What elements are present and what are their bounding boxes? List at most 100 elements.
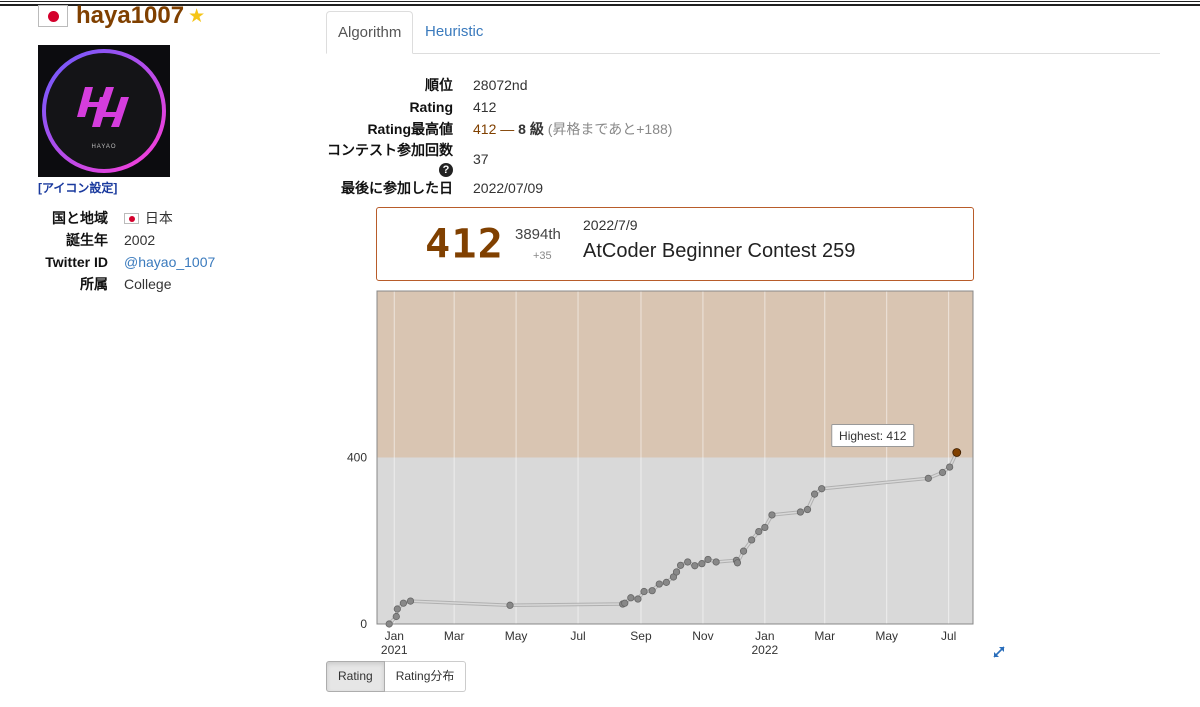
- rating-point: [506, 601, 514, 609]
- stat-count: 37: [473, 150, 489, 167]
- rating-point: [704, 555, 712, 564]
- avatar: HAYAO: [38, 45, 170, 177]
- chart-x-tick-label: Jan: [385, 629, 404, 643]
- info-label: 所属: [80, 276, 108, 292]
- rating-point: [392, 612, 400, 621]
- chart-x-tick-label: Sep: [630, 629, 652, 643]
- stat-rating: 412: [473, 99, 497, 115]
- japan-flag-icon: [38, 5, 68, 27]
- rating-point: [648, 587, 656, 595]
- rating-stats-table: 順位 28072nd Rating 412 Rating最高値 412 — 8 …: [326, 74, 672, 199]
- rating-point: [672, 568, 681, 576]
- info-row-twitter: Twitter ID @hayao_1007: [38, 251, 215, 273]
- rating-point: [627, 594, 635, 602]
- user-header: haya1007 ★: [38, 2, 205, 30]
- stat-rank: 28072nd: [473, 77, 528, 93]
- tooltip-text: Highest: 412: [839, 429, 907, 443]
- tab-heuristic[interactable]: Heuristic: [425, 23, 484, 40]
- chart-y-tick-label: 0: [360, 617, 367, 631]
- avatar-wordmark: HAYAO: [91, 144, 116, 150]
- stat-row-rank: 順位 28072nd: [326, 74, 672, 96]
- rating-point: [768, 511, 776, 519]
- rating-point: [748, 536, 756, 544]
- info-value-affiliation: College: [124, 276, 172, 292]
- rating-point: [803, 505, 812, 514]
- info-row-country: 国と地域 日本: [38, 207, 215, 229]
- chart-x-tick-label: Jul: [941, 629, 956, 643]
- rating-point: [924, 474, 932, 482]
- info-label: 誕生年: [66, 232, 108, 248]
- expand-icon[interactable]: [991, 644, 1007, 663]
- rating-chart[interactable]: Jan Mar May Jul Sep Nov Jan Mar May Jul 2021 2022 0 4…: [326, 285, 986, 660]
- chart-mode-buttons: Rating Rating分布: [326, 661, 467, 692]
- tab-algorithm[interactable]: Algorithm: [326, 11, 414, 54]
- info-label: 国と地域: [52, 210, 108, 226]
- rating-distribution-button[interactable]: Rating分布: [384, 661, 467, 692]
- chart-x-tick-label: May: [875, 629, 898, 643]
- question-circle-icon[interactable]: ?: [439, 163, 453, 177]
- stat-last-date: 2022/07/09: [473, 180, 544, 196]
- rating-point: [811, 490, 819, 498]
- stat-promotion: (昇格まであと+188): [547, 121, 673, 137]
- stat-label: Rating: [409, 99, 453, 115]
- stat-label: 順位: [425, 77, 453, 93]
- stat-row-rating: Rating 412: [326, 96, 672, 118]
- contest-date: 2022/7/9: [583, 217, 638, 233]
- info-row-affiliation: 所属 College: [38, 273, 215, 295]
- chart-year-label: 2022: [752, 643, 779, 657]
- rating-point: [733, 559, 742, 567]
- chart-x-tick-label: Mar: [814, 629, 835, 643]
- rating-point: [676, 561, 685, 569]
- rating-point: [739, 547, 748, 555]
- rating-point: [755, 527, 763, 536]
- rating-point: [684, 558, 692, 566]
- info-row-birth-year: 誕生年 2002: [38, 229, 215, 251]
- stat-highest-separator: —: [496, 121, 519, 137]
- tab-bar: Algorithm Heuristic: [326, 11, 1160, 54]
- twitter-link[interactable]: @hayao_1007: [124, 254, 216, 270]
- stat-row-last: 最後に参加した日 2022/07/09: [326, 177, 672, 199]
- rating-point: [698, 560, 706, 568]
- contest-info-box: 412 3894th +35 2022/7/9 AtCoder Beginner…: [376, 207, 974, 281]
- rating-point: [640, 587, 648, 596]
- japan-flag-icon: [124, 213, 139, 224]
- rating-point: [406, 597, 415, 605]
- username[interactable]: haya1007: [76, 2, 185, 29]
- rating-point: [691, 562, 699, 570]
- info-value-country: 日本: [144, 210, 173, 226]
- chart-year-label: 2021: [381, 643, 408, 657]
- chart-x-tick-label: Mar: [444, 629, 465, 643]
- stat-label: 最後に参加した日: [341, 180, 453, 196]
- rating-point: [655, 580, 663, 588]
- rating-point: [662, 578, 670, 586]
- chart-x-tick-label: May: [505, 629, 528, 643]
- chart-x-tick-label: Jul: [570, 629, 585, 643]
- tooltip-box: [831, 424, 915, 448]
- stat-row-highest: Rating最高値 412 — 8 級 (昇格まであと+188): [326, 118, 672, 140]
- contest-rank: 3894th: [515, 226, 561, 243]
- chart-x-tick-label: Jan: [755, 629, 774, 643]
- rating-point: [634, 595, 642, 603]
- top-border: [0, 0, 1200, 8]
- stat-label: コンテスト参加回数: [327, 142, 453, 158]
- chart-frame: [376, 290, 974, 625]
- chart-y-tick-label: 400: [347, 451, 367, 465]
- highest-tooltip: Highest: 412: [831, 424, 915, 448]
- stat-label: Rating最高値: [367, 121, 453, 137]
- rating-point: [946, 463, 954, 471]
- contest-name: AtCoder Beginner Contest 259: [583, 240, 856, 262]
- rating-button[interactable]: Rating: [326, 661, 385, 692]
- contest-rating: 412: [425, 220, 504, 267]
- rating-point: [393, 605, 401, 613]
- highest-point: [952, 448, 962, 457]
- rating-point: [796, 508, 804, 516]
- info-value-birth-year: 2002: [124, 232, 156, 248]
- stat-highest: 412: [473, 121, 497, 137]
- rating-point: [818, 485, 826, 493]
- rating-point: [761, 523, 769, 532]
- rating-point: [399, 599, 407, 607]
- rating-point: [938, 468, 947, 477]
- icon-setting-link[interactable]: [アイコン設定]: [38, 181, 118, 195]
- rating-point: [712, 558, 720, 566]
- rating-point: [621, 599, 629, 607]
